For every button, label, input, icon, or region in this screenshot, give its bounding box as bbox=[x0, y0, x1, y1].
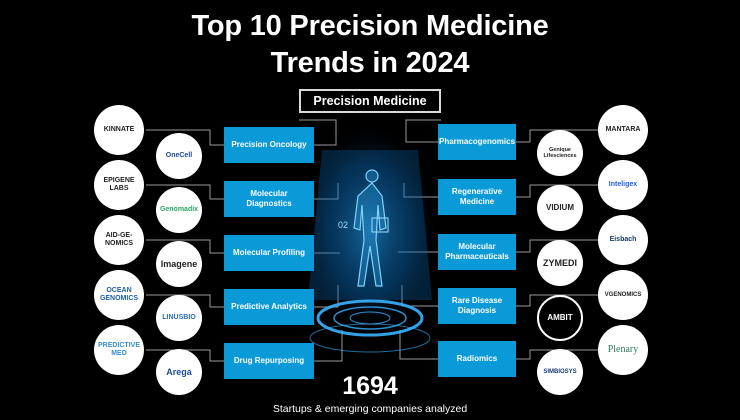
trend-predictive-analytics: Predictive Analytics bbox=[224, 289, 314, 325]
logo-plenary: Plenary bbox=[598, 325, 648, 375]
hologram-figure: 02 bbox=[300, 120, 440, 353]
logo-ambit: AMBIT bbox=[537, 295, 583, 341]
title-line-2: Trends in 2024 bbox=[270, 47, 470, 79]
logo-imagene: Imagene bbox=[156, 241, 202, 287]
logo-eisbach: Eisbach bbox=[598, 215, 648, 265]
logo-onecell: OneCell bbox=[156, 133, 202, 179]
center-label: Precision Medicine bbox=[299, 89, 441, 113]
trend-molecular-profiling: Molecular Profiling bbox=[224, 235, 314, 271]
trend-molecular-pharmaceuticals: Molecular Pharmaceuticals bbox=[438, 234, 516, 270]
trend-rare-disease-diagnosis: Rare Disease Diagnosis bbox=[438, 288, 516, 324]
trend-regenerative-medicine: Regenerative Medicine bbox=[438, 179, 516, 215]
logo-inteligex: Inteligex bbox=[598, 160, 648, 210]
logo-genique: Genique Lifesciences bbox=[537, 130, 583, 176]
trend-precision-oncology: Precision Oncology bbox=[224, 127, 314, 163]
logo-vgenomics: VGENOMICS bbox=[598, 270, 648, 320]
logo-genomadix: Genomadix bbox=[156, 187, 202, 233]
logo-epigene-labs: EPIGENE LABS bbox=[94, 160, 144, 210]
trend-radiomics: Radiomics bbox=[438, 341, 516, 377]
logo-ocean-genomics: OCEAN GENOMICS bbox=[94, 270, 144, 320]
logo-kinnate: KINNATE bbox=[94, 105, 144, 155]
page-title: Top 10 Precision Medicine Trends in 2024 bbox=[0, 8, 740, 82]
trend-drug-repurposing: Drug Repurposing bbox=[224, 343, 314, 379]
title-line-1: Top 10 Precision Medicine bbox=[191, 10, 549, 42]
stat-number: 1694 bbox=[342, 372, 398, 400]
stat-label: Startups & emerging companies analyzed bbox=[272, 403, 468, 415]
logo-vidium: VIDIUM bbox=[537, 185, 583, 231]
logo-zymedi: ZYMEDI bbox=[537, 240, 583, 286]
hologram-code: 02 bbox=[338, 220, 348, 230]
logo-linusbio: LINUSBIO bbox=[156, 295, 202, 341]
logo-mantara: MANTARA bbox=[598, 105, 648, 155]
logo-aid-genomics: AID-GE-NOMICS bbox=[94, 215, 144, 265]
logo-simbiosys: SIMBIOSYS bbox=[537, 349, 583, 395]
logo-predictive-med: PREDICTIVE MED bbox=[94, 325, 144, 375]
trend-pharmacogenomics: Pharmacogenomics bbox=[438, 124, 516, 160]
trend-molecular-diagnostics: Molecular Diagnostics bbox=[224, 181, 314, 217]
logo-arega: Arega bbox=[156, 349, 202, 395]
